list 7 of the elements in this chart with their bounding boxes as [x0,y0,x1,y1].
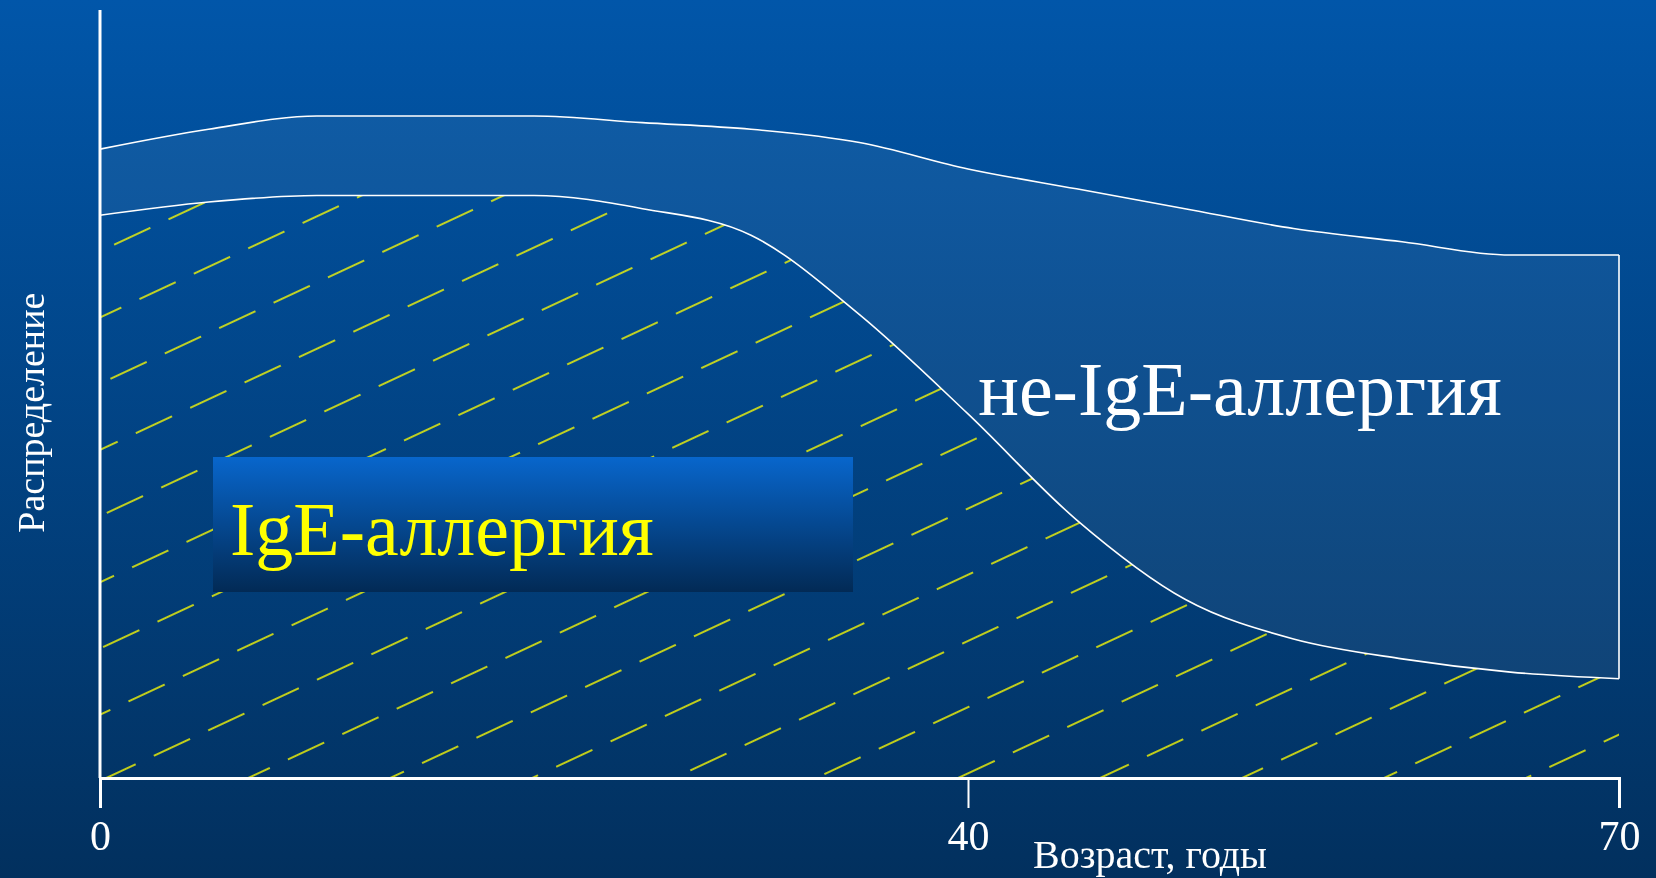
x-tick-label: 0 [90,812,111,859]
x-axis-title: Возраст, годы [1033,832,1267,877]
series-label: не-IgE-аллергия [978,347,1502,431]
x-tick-label: 40 [947,812,990,859]
series-label: IgE-аллергия [230,487,654,571]
y-axis-title: Распределение [10,292,52,533]
x-tick-label: 70 [1598,812,1641,859]
